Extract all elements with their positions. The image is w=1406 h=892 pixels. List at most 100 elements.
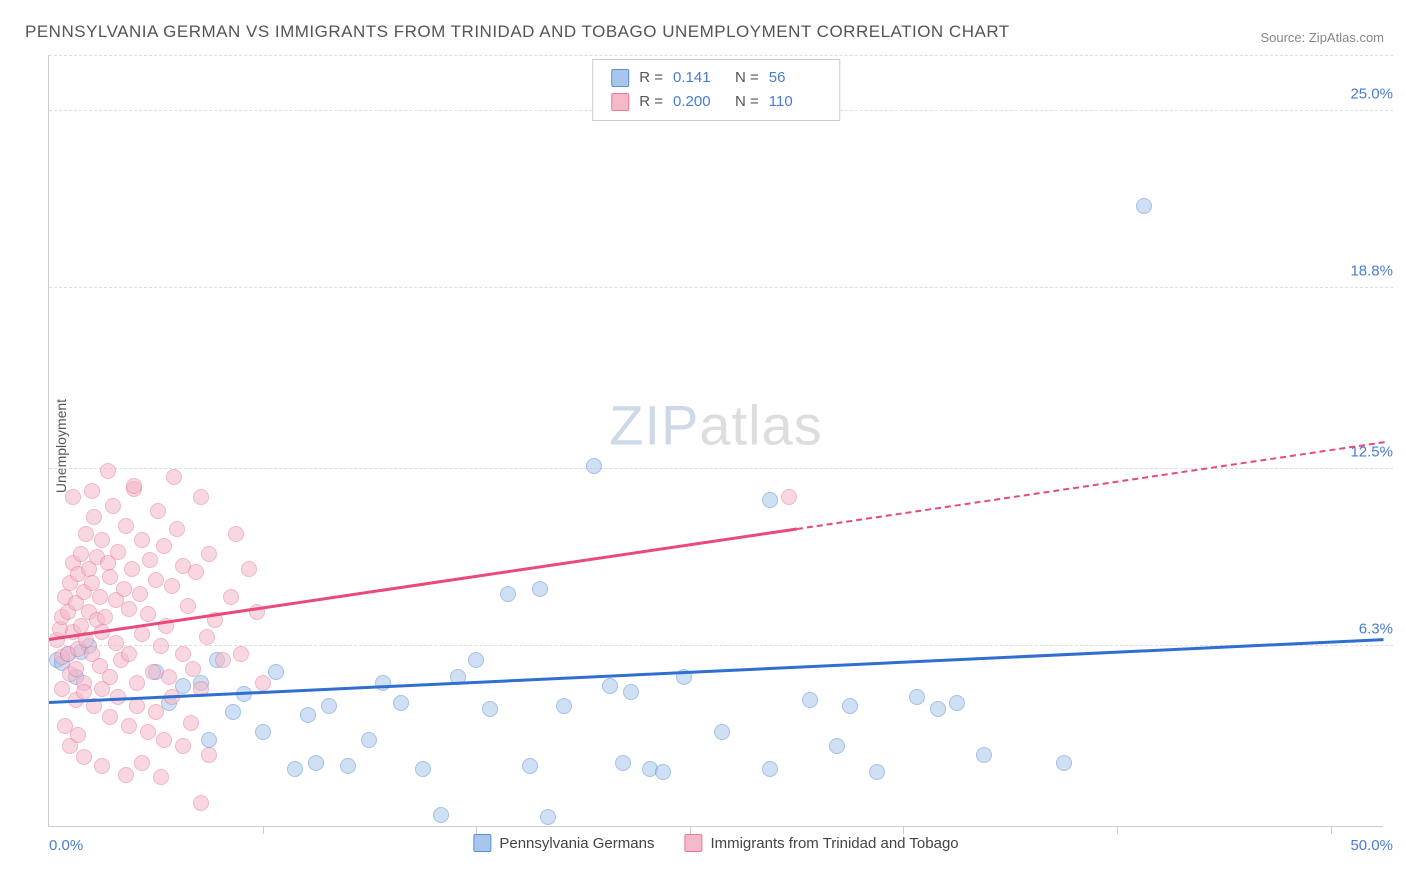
y-tick-label: 25.0%	[1342, 86, 1393, 103]
data-point	[714, 724, 730, 740]
x-tick	[1331, 826, 1332, 834]
data-point	[522, 758, 538, 774]
data-point	[623, 684, 639, 700]
data-point	[183, 715, 199, 731]
data-point	[255, 675, 271, 691]
data-point	[781, 489, 797, 505]
data-point	[94, 758, 110, 774]
data-point	[300, 707, 316, 723]
x-tick	[1117, 826, 1118, 834]
data-point	[762, 492, 778, 508]
data-point	[134, 626, 150, 642]
data-point	[976, 747, 992, 763]
data-point	[540, 809, 556, 825]
swatch-series-0	[611, 69, 629, 87]
data-point	[193, 489, 209, 505]
data-point	[586, 458, 602, 474]
data-point	[116, 581, 132, 597]
data-point	[76, 684, 92, 700]
swatch-icon	[473, 834, 491, 852]
data-point	[148, 572, 164, 588]
data-point	[321, 698, 337, 714]
data-point	[175, 646, 191, 662]
x-tick	[903, 826, 904, 834]
data-point	[161, 669, 177, 685]
data-point	[393, 695, 409, 711]
data-point	[433, 807, 449, 823]
data-point	[1056, 755, 1072, 771]
data-point	[199, 629, 215, 645]
data-point	[124, 561, 140, 577]
data-point	[233, 646, 249, 662]
legend-row-series-0: R = 0.141 N = 56	[611, 66, 821, 90]
data-point	[97, 609, 113, 625]
scatter-plot: ZIPatlas R = 0.141 N = 56 R = 0.200 N = …	[48, 55, 1383, 827]
data-point	[153, 638, 169, 654]
data-point	[121, 646, 137, 662]
data-point	[193, 795, 209, 811]
data-point	[132, 586, 148, 602]
data-point	[255, 724, 271, 740]
gridline	[49, 287, 1393, 288]
data-point	[308, 755, 324, 771]
chart-title: PENNSYLVANIA GERMAN VS IMMIGRANTS FROM T…	[25, 22, 1010, 42]
data-point	[164, 578, 180, 594]
data-point	[241, 561, 257, 577]
data-point	[762, 761, 778, 777]
x-tick	[263, 826, 264, 834]
data-point	[909, 689, 925, 705]
data-point	[215, 652, 231, 668]
data-point	[930, 701, 946, 717]
data-point	[482, 701, 498, 717]
data-point	[134, 532, 150, 548]
data-point	[121, 718, 137, 734]
watermark: ZIPatlas	[609, 393, 822, 458]
data-point	[145, 664, 161, 680]
data-point	[175, 738, 191, 754]
y-tick-label: 18.8%	[1342, 263, 1393, 280]
data-point	[150, 503, 166, 519]
data-point	[142, 552, 158, 568]
data-point	[54, 681, 70, 697]
x-max-label: 50.0%	[1350, 837, 1393, 854]
data-point	[102, 569, 118, 585]
data-point	[829, 738, 845, 754]
gridline	[49, 55, 1393, 56]
data-point	[169, 521, 185, 537]
data-point	[126, 478, 142, 494]
data-point	[156, 732, 172, 748]
gridline	[49, 645, 1393, 646]
legend-row-series-1: R = 0.200 N = 110	[611, 90, 821, 114]
data-point	[532, 581, 548, 597]
data-point	[201, 747, 217, 763]
data-point	[949, 695, 965, 711]
data-point	[78, 526, 94, 542]
series-legend: Pennsylvania Germans Immigrants from Tri…	[473, 834, 958, 852]
data-point	[134, 755, 150, 771]
data-point	[869, 764, 885, 780]
data-point	[129, 698, 145, 714]
x-tick	[476, 826, 477, 834]
swatch-icon	[684, 834, 702, 852]
data-point	[842, 698, 858, 714]
data-point	[118, 518, 134, 534]
data-point	[602, 678, 618, 694]
data-point	[180, 598, 196, 614]
data-point	[140, 606, 156, 622]
data-point	[84, 483, 100, 499]
x-min-label: 0.0%	[49, 837, 83, 854]
data-point	[225, 704, 241, 720]
data-point	[102, 709, 118, 725]
data-point	[375, 675, 391, 691]
data-point	[148, 704, 164, 720]
trend-line-extrapolated	[796, 441, 1384, 530]
data-point	[105, 498, 121, 514]
data-point	[655, 764, 671, 780]
data-point	[268, 664, 284, 680]
data-point	[185, 661, 201, 677]
data-point	[110, 544, 126, 560]
data-point	[556, 698, 572, 714]
legend-label-0: Pennsylvania Germans	[499, 835, 654, 852]
r-value-0: 0.141	[673, 66, 725, 90]
data-point	[201, 546, 217, 562]
